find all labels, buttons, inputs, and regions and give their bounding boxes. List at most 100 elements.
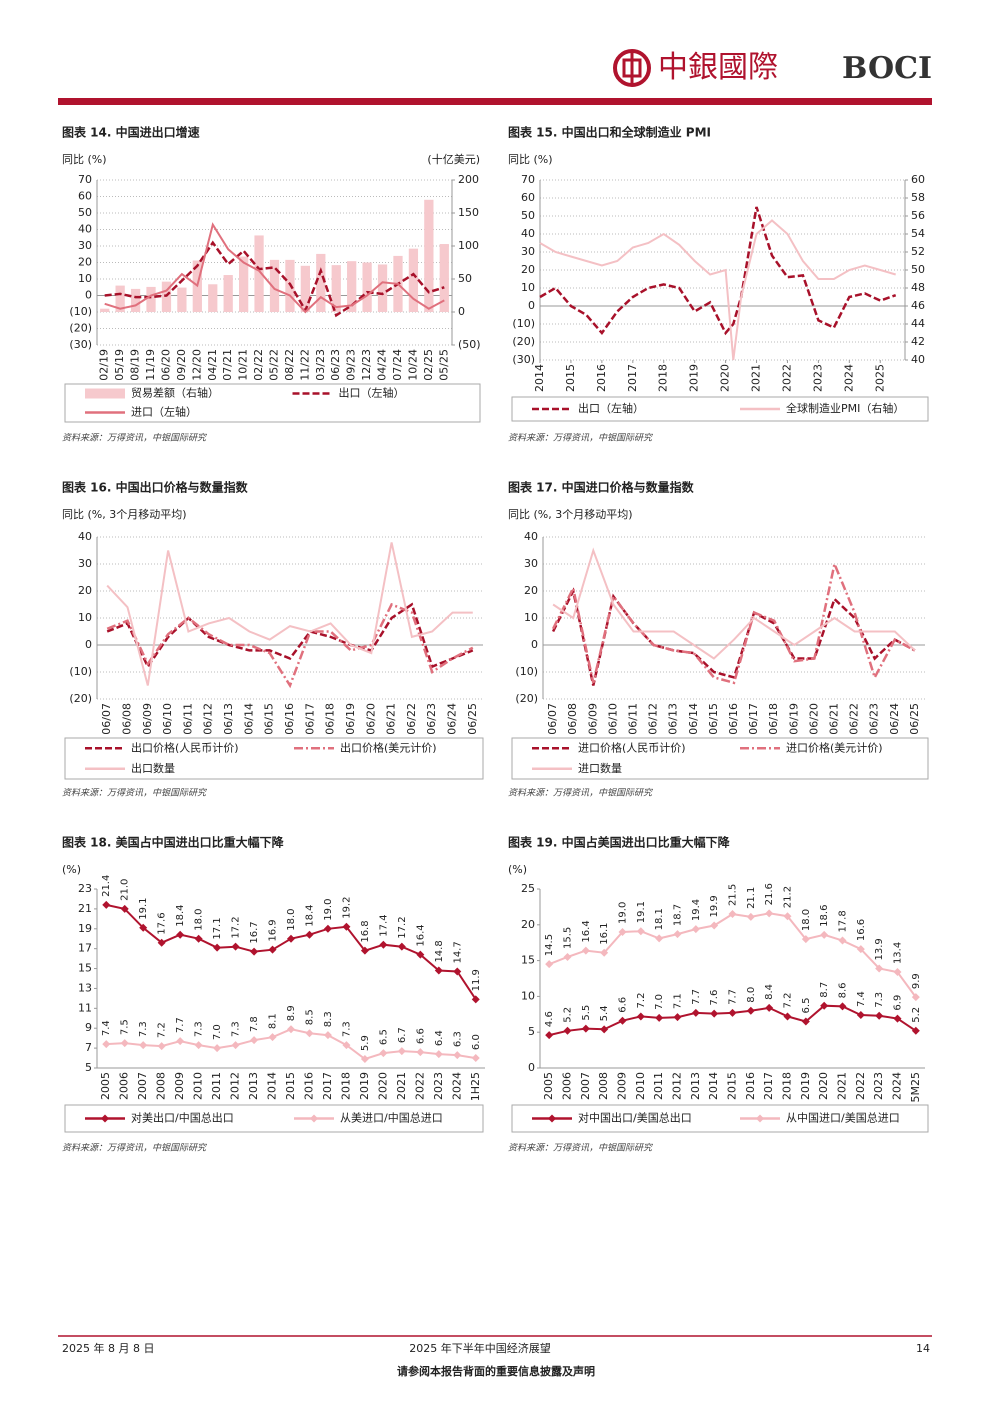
point-marker [801,935,810,944]
y-tick-label: 30 [78,239,92,252]
y-tick-label: (30) [69,338,92,351]
y2-tick-label: 48 [911,281,925,294]
data-label: 16.8 [360,920,371,942]
legend-label: 出口（左轴） [578,401,644,415]
bar [177,287,187,312]
x-tick-label: 05/19 [113,349,126,381]
x-tick-label: 2017 [626,364,639,392]
x-tick-label: 2016 [595,364,608,392]
y2-tick-label: 44 [911,317,925,330]
y-tick-label: 10 [521,281,535,294]
point-marker [287,934,295,943]
x-tick-label: 2014 [707,1072,720,1100]
point-marker [194,934,203,943]
point-marker [397,1047,406,1056]
point-marker [360,1055,369,1064]
x-tick-label: 06/19 [787,703,800,735]
data-label: 16.4 [581,920,592,942]
x-tick-label: 2007 [579,1072,592,1100]
series-line [539,206,897,336]
y-tick-label: 20 [78,584,92,597]
x-tick-label: 06/17 [303,703,316,735]
data-label: 7.7 [728,989,739,1005]
point-marker [820,930,829,939]
x-tick-label: 2008 [155,1072,168,1100]
bar [115,285,125,312]
x-tick-label: 2021 [395,1072,408,1100]
x-tick-label: 04/21 [206,349,219,381]
point-marker [342,1041,351,1050]
logo-en: BOCI [842,51,932,86]
x-tick-label: 2024 [842,364,855,392]
x-tick-label: 2023 [811,364,824,392]
data-label: 14.7 [452,941,463,963]
x-tick-label: 2011 [210,1072,223,1100]
point-marker [157,938,166,947]
point-marker [268,1033,277,1042]
bar [300,265,310,312]
y2-tick-label: 46 [911,299,925,312]
series-line [106,542,473,686]
data-label: 13.4 [893,942,904,964]
y-tick-label: 7 [85,1041,92,1054]
point-marker [911,993,920,1002]
x-tick-label: 2018 [657,364,670,392]
data-label: 9.9 [911,973,922,989]
y-tick-label: 50 [521,209,535,222]
legend-swatch [85,388,125,399]
y-tick-label: 40 [78,530,92,543]
x-tick-label: 09/20 [175,349,188,381]
chart-title: 图表 19. 中国占美国进出口比重大幅下降 [508,835,731,850]
data-label: 17.2 [231,916,242,938]
x-tick-label: 02/19 [98,349,111,381]
y-axis-label: 同比 (%, 3个月移动平均) [62,508,187,521]
data-label: 19.1 [636,901,647,923]
data-label: 18.0 [801,909,812,931]
y-tick-label: 20 [521,263,535,276]
x-tick-label: 06/14 [687,703,700,735]
legend-label: 出口价格(人民币计价) [131,740,239,754]
point-marker [655,934,664,943]
point-marker [600,948,609,957]
point-marker [893,968,902,977]
y-tick-label: 0 [528,299,535,312]
x-tick-label: 2023 [432,1072,445,1100]
legend-box [64,383,481,423]
source-note: 资料来源：万得资讯，中银国际研究 [62,788,207,799]
point-marker [875,964,884,973]
point-marker [728,910,737,919]
data-label: 7.3 [194,1021,205,1037]
data-label: 15.5 [563,927,574,949]
point-marker [434,1050,443,1059]
y-tick-label: (10) [515,665,538,678]
x-tick-label: 11/22 [298,349,311,381]
data-label: 7.5 [120,1019,131,1035]
bar [331,265,341,312]
y-tick-label: 15 [78,962,92,975]
legend-box [64,737,484,780]
data-label: 8.0 [746,987,757,1003]
x-tick-label: 02/25 [422,349,435,381]
y-tick-label: 10 [78,272,92,285]
point-marker [176,1037,185,1046]
data-label: 5.9 [360,1035,371,1051]
data-label: 8.4 [764,984,775,1000]
y-axis-label: 同比 (%) [62,153,107,166]
y-axis-label: 同比 (%, 3个月移动平均) [508,508,633,521]
x-tick-label: 2019 [799,1072,812,1100]
point-marker [416,1048,425,1057]
point-marker [416,950,425,959]
x-tick-label: 06/13 [667,703,680,735]
y-tick-label: 40 [521,227,535,240]
legend-box [511,737,929,780]
legend-marker [101,1114,109,1123]
y-tick-label: 60 [521,191,535,204]
data-label: 5.2 [911,1007,922,1023]
x-tick-label: 2012 [229,1072,242,1100]
y-tick-label: 60 [78,190,92,203]
x-tick-label: 2014 [533,364,546,392]
data-label: 6.5 [378,1029,389,1045]
y2-tick-label: 200 [458,173,479,186]
footer-date: 2025 年 8 月 8 日 [62,1341,154,1355]
series-line [106,602,474,670]
